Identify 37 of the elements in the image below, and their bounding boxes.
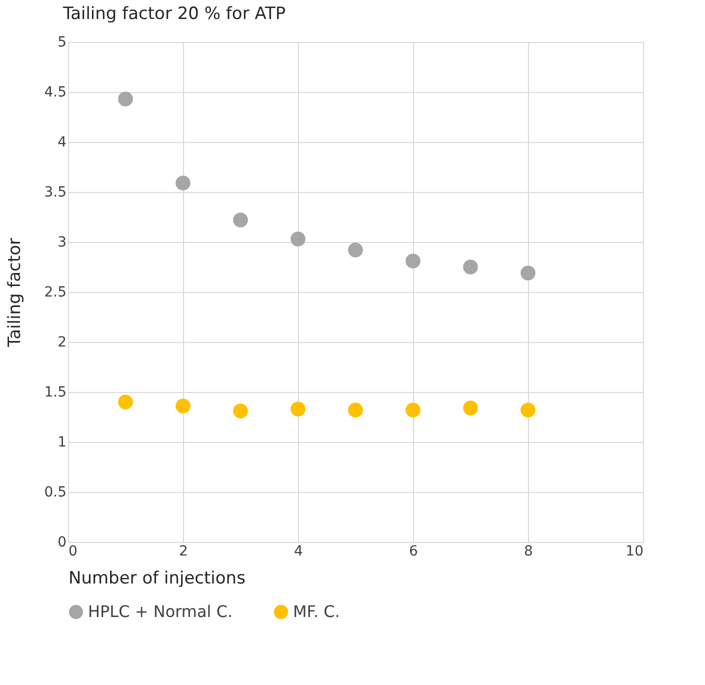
point [348,402,363,418]
point [520,402,536,418]
y-tick-label: 3 [58,234,66,250]
point [290,232,306,246]
point [290,402,306,416]
x-tick-label: 4 [294,544,304,560]
y-tick-label: 2 [58,334,66,350]
point [406,254,420,268]
point [463,260,478,274]
point [176,398,190,414]
point [233,404,248,418]
y-tick-label: 3.5 [44,184,66,200]
y-tick-label: 1.5 [44,384,66,400]
point [233,212,248,228]
chart-title: Tailing factor 20 % for ATP [62,4,286,24]
legend-label: HPLC + Normal C. [88,602,233,621]
x-tick-label: 10 [626,544,644,560]
point [463,400,478,416]
point [176,176,190,190]
x-tick-label: 8 [524,544,533,560]
legend-label: MF. C. [293,602,340,621]
x-tick-label: 6 [409,544,418,560]
y-tick-label: 1 [58,434,66,450]
y-axis-title: Tailing factor [5,238,26,348]
y-tick-label: 4.5 [44,84,66,100]
point [118,92,133,106]
x-axis-title: Number of injections [68,568,246,588]
y-tick-label: 4 [58,134,67,150]
y-tick-label: 2.5 [44,284,66,300]
x-tick-label: 0 [68,544,78,560]
x-tick-label: 2 [179,544,188,560]
point [118,394,133,410]
y-tick-label: 0.5 [44,484,66,500]
point [348,242,363,258]
point [406,402,420,418]
point [520,266,536,280]
y-tick-label: 5 [58,34,66,50]
